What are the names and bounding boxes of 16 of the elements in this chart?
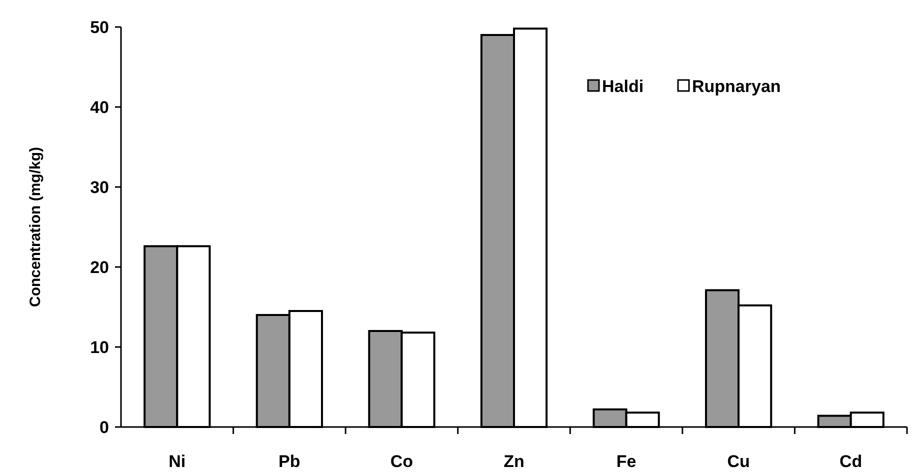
x-tick-label: Cd [840,452,862,471]
x-tick-label: Zn [504,452,524,471]
x-tick-label: Pb [278,452,300,471]
legend-label: Rupnaryan [692,76,781,96]
y-axis-title: Concentration (mg/kg) [27,147,44,307]
y-tick-label: 40 [90,98,109,117]
legend-label: Haldi [602,76,644,96]
x-tick-label: Fe [616,452,636,471]
y-tick-label: 20 [90,258,109,277]
y-tick-label: 30 [90,178,109,197]
x-tick-label: Co [390,452,414,471]
x-tick-label: Cu [727,452,750,471]
y-tick-label: 10 [90,338,109,357]
y-tick-label: 0 [100,418,109,437]
x-tick-label: Ni [168,452,186,471]
y-tick-label: 50 [90,18,109,37]
